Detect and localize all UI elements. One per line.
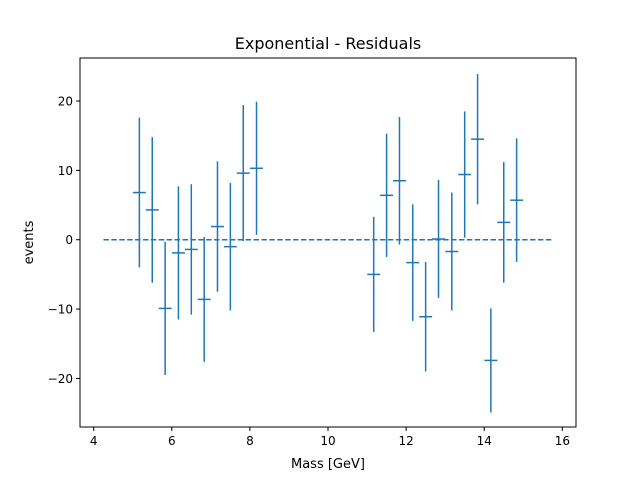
data-point (158, 241, 172, 375)
x-axis: 4 6 8 10 12 14 16 (90, 427, 570, 448)
data-point (471, 73, 485, 205)
data-point (392, 116, 406, 245)
y-axis-label: events (22, 220, 37, 264)
y-tick-label: 20 (58, 95, 73, 109)
data-point (406, 204, 420, 321)
data-point (380, 133, 394, 258)
data-point (210, 161, 224, 292)
data-point (184, 184, 198, 315)
data-point (484, 308, 498, 413)
data-point (145, 137, 159, 283)
data-point (250, 101, 264, 235)
data-point (445, 192, 459, 311)
y-axis: −20 −10 0 10 20 (48, 95, 80, 386)
x-tick-label: 10 (320, 434, 335, 448)
data-point (432, 180, 446, 298)
data-point (171, 186, 185, 320)
x-tick-label: 8 (246, 434, 254, 448)
data-point (223, 182, 237, 311)
data-point (510, 138, 524, 262)
data-point (497, 162, 511, 283)
data-point (197, 236, 211, 362)
x-tick-label: 12 (398, 434, 413, 448)
data-point (132, 117, 146, 268)
y-tick-label: 0 (65, 233, 73, 247)
x-tick-label: 16 (555, 434, 570, 448)
x-tick-label: 6 (168, 434, 176, 448)
x-tick-label: 4 (90, 434, 98, 448)
x-tick-label: 14 (477, 434, 492, 448)
x-axis-label: Mass [GeV] (291, 457, 365, 472)
y-tick-label: 10 (58, 164, 73, 178)
plot-area (103, 73, 553, 413)
data-point (367, 216, 381, 332)
data-point (236, 105, 250, 242)
y-tick-label: −10 (48, 303, 73, 317)
data-point (419, 261, 433, 372)
chart-title: Exponential - Residuals (235, 34, 421, 53)
y-tick-label: −20 (48, 372, 73, 386)
data-point (458, 111, 472, 238)
